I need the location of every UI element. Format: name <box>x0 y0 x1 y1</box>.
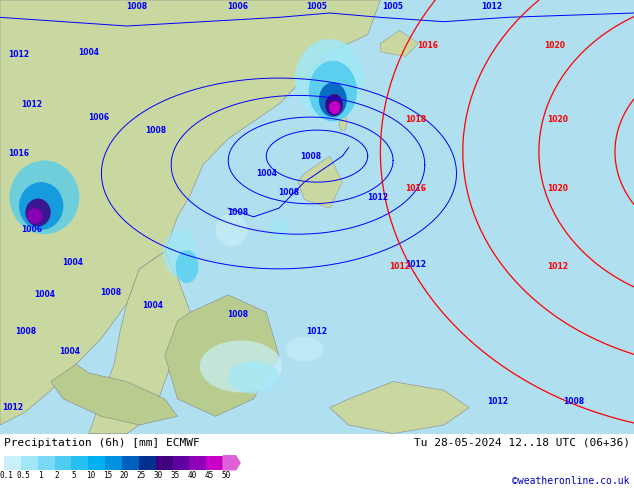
Ellipse shape <box>228 361 279 394</box>
Polygon shape <box>51 364 178 425</box>
Text: 30: 30 <box>153 471 163 480</box>
Bar <box>190 456 206 470</box>
Text: 40: 40 <box>187 471 197 480</box>
Bar <box>55 456 72 470</box>
Text: 1008: 1008 <box>300 151 321 161</box>
Ellipse shape <box>19 182 63 230</box>
Text: 0.5: 0.5 <box>16 471 30 480</box>
Polygon shape <box>380 30 418 56</box>
Ellipse shape <box>25 198 51 226</box>
Bar <box>4 456 21 470</box>
Text: Tu 28-05-2024 12..18 UTC (06+36): Tu 28-05-2024 12..18 UTC (06+36) <box>414 438 630 448</box>
Bar <box>172 456 190 470</box>
Text: 2: 2 <box>55 471 60 480</box>
Text: 5: 5 <box>72 471 76 480</box>
Polygon shape <box>330 382 469 434</box>
Text: 1005: 1005 <box>383 2 403 11</box>
Text: 1016: 1016 <box>417 41 439 50</box>
Text: 1008: 1008 <box>15 327 36 336</box>
Text: 0.1: 0.1 <box>0 471 13 480</box>
Ellipse shape <box>285 337 323 361</box>
Text: 35: 35 <box>171 471 179 480</box>
Polygon shape <box>298 156 342 208</box>
Text: 1008: 1008 <box>227 208 249 217</box>
Ellipse shape <box>27 208 42 224</box>
Text: 1008: 1008 <box>278 189 299 197</box>
Text: 1016: 1016 <box>404 184 426 193</box>
Text: 1012: 1012 <box>8 49 30 59</box>
Bar <box>105 456 122 470</box>
Polygon shape <box>339 113 347 130</box>
Bar <box>88 456 105 470</box>
Text: 1012: 1012 <box>366 193 388 202</box>
Text: 45: 45 <box>204 471 214 480</box>
Ellipse shape <box>216 213 247 246</box>
Polygon shape <box>165 295 279 416</box>
Text: 1020: 1020 <box>547 115 569 124</box>
Text: 1012: 1012 <box>306 327 328 336</box>
Text: 1004: 1004 <box>78 48 100 56</box>
Ellipse shape <box>10 160 79 234</box>
Text: 1005: 1005 <box>307 2 327 11</box>
Text: 1006: 1006 <box>227 2 249 11</box>
Text: 1012: 1012 <box>404 260 426 269</box>
Polygon shape <box>89 251 190 434</box>
Text: 1006: 1006 <box>87 113 109 122</box>
Text: 20: 20 <box>120 471 129 480</box>
Bar <box>206 456 223 470</box>
Text: 1020: 1020 <box>547 184 569 193</box>
Ellipse shape <box>309 61 357 122</box>
Text: 25: 25 <box>137 471 146 480</box>
Text: 1004: 1004 <box>256 169 277 178</box>
Bar <box>139 456 156 470</box>
Polygon shape <box>223 456 240 470</box>
Ellipse shape <box>325 94 343 116</box>
Bar <box>21 456 37 470</box>
Text: ©weatheronline.co.uk: ©weatheronline.co.uk <box>512 476 630 486</box>
Text: 1012: 1012 <box>481 2 502 11</box>
Ellipse shape <box>200 341 282 392</box>
Text: 50: 50 <box>221 471 230 480</box>
Text: 1008: 1008 <box>126 2 147 11</box>
Text: 15: 15 <box>103 471 112 480</box>
Text: 1004: 1004 <box>141 301 163 310</box>
Text: 1012: 1012 <box>487 396 508 406</box>
Bar <box>72 456 88 470</box>
Ellipse shape <box>329 101 340 114</box>
Bar <box>37 456 55 470</box>
Bar <box>122 456 139 470</box>
Bar <box>156 456 172 470</box>
Text: 1012: 1012 <box>547 262 569 271</box>
Text: 1004: 1004 <box>34 291 55 299</box>
Text: 1: 1 <box>38 471 42 480</box>
Ellipse shape <box>319 82 347 117</box>
Text: 1006: 1006 <box>21 225 42 234</box>
Text: 1018: 1018 <box>404 115 426 124</box>
Text: 1016: 1016 <box>8 149 30 158</box>
Text: 1004: 1004 <box>62 258 84 267</box>
Text: 1012: 1012 <box>21 99 42 109</box>
Text: Precipitation (6h) [mm] ECMWF: Precipitation (6h) [mm] ECMWF <box>4 438 200 448</box>
Text: 1020: 1020 <box>544 41 566 50</box>
Text: 1012: 1012 <box>389 262 410 271</box>
Ellipse shape <box>176 250 198 283</box>
Text: 10: 10 <box>86 471 96 480</box>
Text: 1008: 1008 <box>100 288 122 297</box>
Ellipse shape <box>295 39 365 122</box>
Text: 1004: 1004 <box>59 347 81 356</box>
Text: 1008: 1008 <box>563 396 585 406</box>
Ellipse shape <box>163 230 198 277</box>
Text: 1008: 1008 <box>227 310 249 319</box>
Text: 1012: 1012 <box>2 403 23 412</box>
Ellipse shape <box>269 219 288 241</box>
Text: 1008: 1008 <box>145 125 166 135</box>
Polygon shape <box>0 0 380 425</box>
